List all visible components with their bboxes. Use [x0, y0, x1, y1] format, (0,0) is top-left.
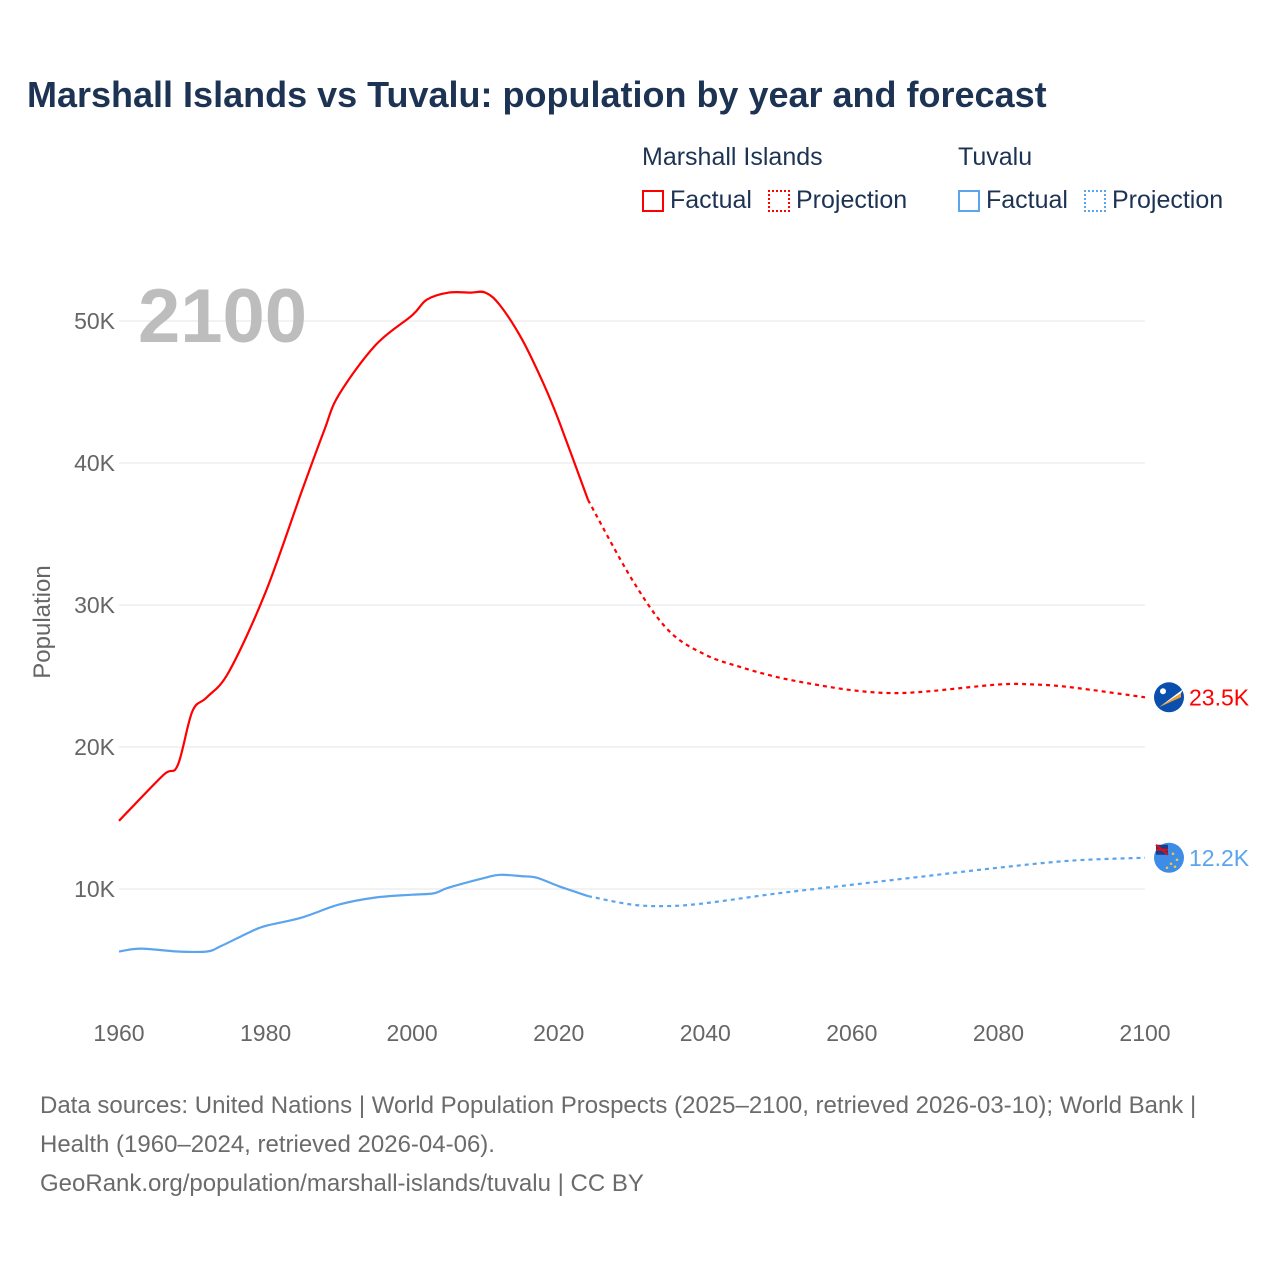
legend-item-marshall-factual[interactable]: Factual	[642, 186, 752, 215]
marshall-islands-end-label: 23.5K	[1189, 684, 1250, 710]
flag-star	[1175, 858, 1179, 862]
legend-label: Factual	[986, 186, 1068, 214]
x-tick-label: 1960	[93, 1020, 144, 1046]
legend-swatch-dotted	[767, 189, 790, 212]
year-overlay: 2100	[138, 274, 307, 359]
legend-swatch-dotted	[1083, 189, 1106, 212]
footer: Data sources: United Nations | World Pop…	[40, 1086, 1240, 1203]
legend-swatch-solid	[642, 189, 664, 212]
flag-star	[1169, 862, 1173, 866]
legend-swatch-solid	[958, 189, 980, 212]
flag-stripe-white	[1159, 689, 1183, 708]
marshall-islands-factual-line	[118, 290, 590, 822]
legend-tuvalu: Tuvalu Factual Projection	[958, 143, 1223, 215]
legend-marshall-islands: Marshall Islands Factual Projection	[642, 143, 907, 215]
marshall-islands-projection-line	[587, 499, 1146, 699]
flag-star	[1173, 865, 1177, 869]
marshall-islands-flag-icon	[1154, 682, 1184, 713]
flag-star	[1171, 852, 1175, 856]
tuvalu-projection-line	[587, 856, 1146, 908]
flag-star	[1160, 688, 1166, 695]
legend-label: Factual	[670, 186, 752, 214]
flag-cross	[1155, 843, 1169, 856]
chart-title: Marshall Islands vs Tuvalu: population b…	[27, 74, 1047, 115]
y-axis-label: Population	[29, 565, 56, 678]
x-tick-label: 2080	[973, 1020, 1024, 1046]
tuvalu-factual-line	[118, 873, 589, 954]
legend-label: Projection	[1111, 186, 1224, 214]
x-tick-label: 1980	[240, 1020, 291, 1046]
y-tick-label: 20K	[74, 734, 116, 760]
legend-group-title: Marshall Islands	[642, 143, 823, 171]
y-tick-label: 50K	[74, 308, 116, 334]
legend-item-marshall-projection[interactable]: Projection	[767, 186, 908, 215]
legend-label: Projection	[795, 186, 908, 214]
x-tick-label: 2100	[1119, 1020, 1170, 1046]
x-tick-label: 2060	[826, 1020, 877, 1046]
flag-star	[1165, 866, 1169, 870]
y-tick-label: 10K	[74, 876, 116, 902]
x-tick-label: 2000	[387, 1020, 438, 1046]
data-sources: Data sources: United Nations | World Pop…	[40, 1092, 1197, 1158]
legend-item-tuvalu-factual[interactable]: Factual	[958, 186, 1068, 215]
credit-link[interactable]: GeoRank.org/population/marshall-islands/…	[40, 1170, 644, 1197]
flag-stripe-orange	[1159, 693, 1181, 708]
tuvalu-flag-icon	[1154, 842, 1184, 873]
tuvalu-end-label: 12.2K	[1189, 845, 1250, 871]
x-tick-label: 2040	[680, 1020, 731, 1046]
legend-item-tuvalu-projection[interactable]: Projection	[1083, 186, 1224, 215]
y-tick-label: 40K	[74, 450, 116, 476]
x-tick-label: 2020	[533, 1020, 584, 1046]
y-tick-label: 30K	[74, 592, 116, 618]
legend-group-title: Tuvalu	[958, 143, 1033, 171]
